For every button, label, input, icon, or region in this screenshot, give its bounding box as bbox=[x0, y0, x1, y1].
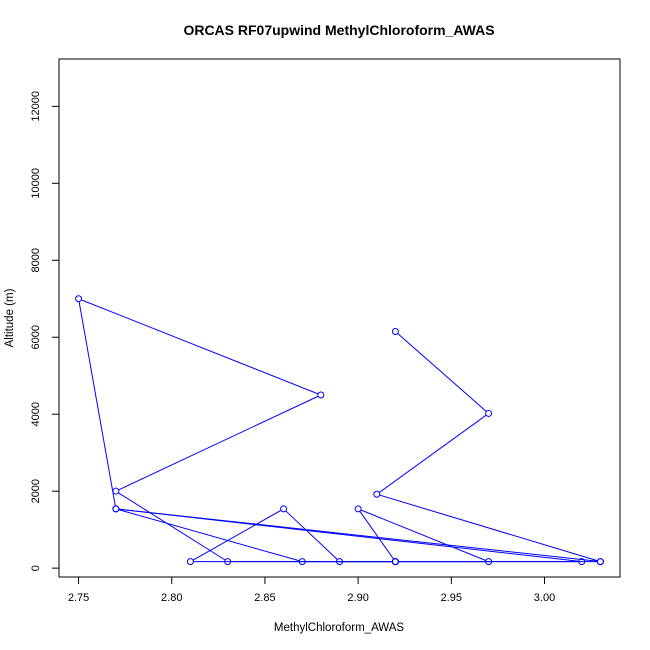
series-line-segment bbox=[378, 414, 487, 493]
chart-title: ORCAS RF07upwind MethylChloroform_AWAS bbox=[183, 22, 494, 38]
x-tick-label: 2.85 bbox=[254, 592, 275, 604]
series-line-segment bbox=[360, 509, 487, 561]
data-point bbox=[354, 505, 362, 513]
data-point bbox=[75, 295, 83, 303]
data-point bbox=[336, 558, 343, 566]
series-line-segment bbox=[397, 333, 487, 412]
data-point bbox=[280, 505, 288, 513]
data-point bbox=[112, 505, 120, 513]
y-tick-label: 10000 bbox=[30, 168, 42, 199]
data-point bbox=[391, 327, 399, 335]
series-line-segment bbox=[379, 494, 598, 562]
series-line-segment bbox=[118, 508, 598, 562]
plot-area bbox=[75, 295, 604, 566]
series-line-segment bbox=[192, 509, 282, 561]
data-point bbox=[485, 558, 493, 566]
x-tick-label: 2.80 bbox=[161, 592, 182, 604]
data-point bbox=[485, 409, 493, 417]
x-axis: 2.75 2.80 2.85 2.90 2.95 3.00 bbox=[68, 576, 555, 604]
series-line-segment bbox=[81, 299, 319, 395]
data-point bbox=[317, 391, 325, 399]
series-line-segment bbox=[118, 492, 226, 561]
y-tick-label: 6000 bbox=[30, 325, 42, 349]
y-tick-label: 0 bbox=[30, 565, 42, 571]
series-line-segment bbox=[359, 511, 395, 560]
y-tick-label: 4000 bbox=[30, 402, 42, 426]
data-point bbox=[391, 558, 399, 566]
y-tick-label: 12000 bbox=[30, 91, 42, 122]
x-axis-label: MethylChloroform_AWAS bbox=[274, 622, 404, 634]
data-point bbox=[112, 487, 120, 495]
data-point bbox=[186, 558, 194, 566]
x-tick-label: 3.00 bbox=[534, 592, 555, 604]
y-axis: 0 2000 4000 6000 8000 10000 12000 bbox=[30, 91, 60, 571]
series-line-segment bbox=[118, 395, 319, 491]
data-point bbox=[596, 558, 604, 566]
data-point bbox=[224, 558, 232, 566]
series-line-segment bbox=[118, 509, 300, 562]
data-point bbox=[373, 490, 381, 498]
x-tick-label: 2.75 bbox=[68, 592, 89, 604]
x-tick-label: 2.95 bbox=[441, 592, 462, 604]
y-axis-label: Altitude (m) bbox=[4, 288, 16, 347]
y-tick-label: 8000 bbox=[30, 248, 42, 272]
x-tick-label: 2.90 bbox=[347, 592, 368, 604]
series-line-segment bbox=[78, 301, 116, 507]
data-point bbox=[298, 558, 306, 566]
y-tick-label: 2000 bbox=[30, 479, 42, 503]
data-point bbox=[578, 558, 586, 566]
series-line-segment bbox=[285, 510, 338, 560]
